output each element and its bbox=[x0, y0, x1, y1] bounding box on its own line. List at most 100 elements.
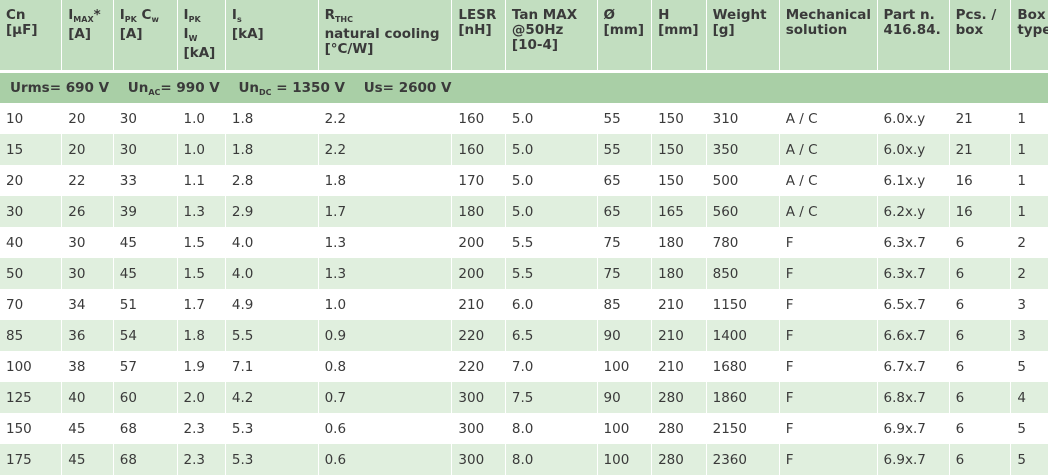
cell-imax: 20 bbox=[61, 103, 114, 134]
cell-mechanical-solution: F bbox=[779, 413, 878, 444]
cell-tan-max: 5.0 bbox=[505, 134, 598, 165]
cell-lesr: 210 bbox=[451, 289, 506, 320]
cell-mechanical-solution: F bbox=[779, 227, 878, 258]
cell-imax: 40 bbox=[61, 382, 114, 413]
cell-ipk-cw: 39 bbox=[113, 196, 178, 227]
cell-tan-max: 5.0 bbox=[505, 165, 598, 196]
col-header-lesr: LESR [nH] bbox=[451, 0, 506, 70]
table-row: 40 30 45 1.5 4.0 1.3 200 5.5 75 180 780 F 6.3x.7 6 2 bbox=[0, 227, 1048, 258]
cell-box-type: 5 bbox=[1010, 444, 1048, 475]
cell-tan-max: 5.5 bbox=[505, 258, 598, 289]
cell-diameter: 90 bbox=[597, 382, 653, 413]
cell-rthc: 1.8 bbox=[318, 165, 453, 196]
cell-cn: 150 bbox=[0, 413, 63, 444]
col-header-imax: IMAX* [A] bbox=[61, 0, 114, 70]
cell-weight: 1150 bbox=[706, 289, 780, 320]
cell-diameter: 100 bbox=[597, 413, 653, 444]
cell-rthc: 1.3 bbox=[318, 227, 453, 258]
cell-imax: 38 bbox=[61, 351, 114, 382]
cell-part-number: 6.3x.7 bbox=[877, 227, 950, 258]
table-row: 15 20 30 1.0 1.8 2.2 160 5.0 55 150 350 A / C 6.0x.y… bbox=[0, 134, 1048, 165]
cell-ipk-cw: 45 bbox=[113, 258, 178, 289]
col-header-box-type: Box type bbox=[1010, 0, 1048, 70]
col-header-weight: Weight [g] bbox=[706, 0, 780, 70]
cell-is: 4.2 bbox=[225, 382, 319, 413]
table-row: 50 30 45 1.5 4.0 1.3 200 5.5 75 180 850 F 6.3x.7 6 2 bbox=[0, 258, 1048, 289]
cell-ipk-cw: 30 bbox=[113, 134, 178, 165]
cell-ipk-cw: 57 bbox=[113, 351, 178, 382]
urms-value: Urms= 690 V bbox=[10, 79, 110, 96]
cell-tan-max: 8.0 bbox=[505, 444, 598, 475]
cell-weight: 1860 bbox=[706, 382, 780, 413]
cell-height: 150 bbox=[651, 165, 707, 196]
cell-part-number: 6.7x.7 bbox=[877, 351, 950, 382]
cell-tan-max: 6.0 bbox=[505, 289, 598, 320]
cell-cn: 40 bbox=[0, 227, 63, 258]
cell-part-number: 6.1x.y bbox=[877, 165, 950, 196]
cell-cn: 85 bbox=[0, 320, 63, 351]
cell-cn: 30 bbox=[0, 196, 63, 227]
cell-cn: 50 bbox=[0, 258, 63, 289]
cell-diameter: 100 bbox=[597, 351, 653, 382]
cell-mechanical-solution: F bbox=[779, 444, 878, 475]
cell-imax: 20 bbox=[61, 134, 114, 165]
cell-imax: 36 bbox=[61, 320, 114, 351]
cell-pcs-box: 6 bbox=[949, 351, 1012, 382]
cell-height: 150 bbox=[651, 103, 707, 134]
cell-box-type: 5 bbox=[1010, 413, 1048, 444]
cell-cn: 100 bbox=[0, 351, 63, 382]
cell-imax: 22 bbox=[61, 165, 114, 196]
cell-diameter: 100 bbox=[597, 444, 653, 475]
cell-imax: 30 bbox=[61, 258, 114, 289]
cell-mechanical-solution: F bbox=[779, 382, 878, 413]
cell-lesr: 300 bbox=[451, 382, 506, 413]
cell-ipk-cw: 60 bbox=[113, 382, 178, 413]
col-header-height: H [mm] bbox=[651, 0, 707, 70]
cell-rthc: 1.3 bbox=[318, 258, 453, 289]
cell-weight: 850 bbox=[706, 258, 780, 289]
cell-box-type: 3 bbox=[1010, 320, 1048, 351]
cell-box-type: 1 bbox=[1010, 196, 1048, 227]
cell-cn: 175 bbox=[0, 444, 63, 475]
cell-tan-max: 8.0 bbox=[505, 413, 598, 444]
cell-is: 1.8 bbox=[225, 134, 319, 165]
cell-pcs-box: 6 bbox=[949, 444, 1012, 475]
cell-lesr: 300 bbox=[451, 444, 506, 475]
table-row: 30 26 39 1.3 2.9 1.7 180 5.0 65 165 560 A / C 6.2x.y… bbox=[0, 196, 1048, 227]
cell-height: 180 bbox=[651, 258, 707, 289]
table-row: 150 45 68 2.3 5.3 0.6 300 8.0 100 280 2150 F 6.9x.7 6… bbox=[0, 413, 1048, 444]
cell-part-number: 6.8x.7 bbox=[877, 382, 950, 413]
cell-part-number: 6.9x.7 bbox=[877, 413, 950, 444]
cell-tan-max: 5.0 bbox=[505, 103, 598, 134]
table-row: 20 22 33 1.1 2.8 1.8 170 5.0 65 150 500 A / C 6.1x.y… bbox=[0, 165, 1048, 196]
cell-pcs-box: 21 bbox=[949, 134, 1012, 165]
cell-weight: 780 bbox=[706, 227, 780, 258]
cell-is: 5.5 bbox=[225, 320, 319, 351]
cell-diameter: 65 bbox=[597, 165, 653, 196]
cell-mechanical-solution: F bbox=[779, 258, 878, 289]
cell-height: 210 bbox=[651, 351, 707, 382]
cell-lesr: 180 bbox=[451, 196, 506, 227]
cell-part-number: 6.5x.7 bbox=[877, 289, 950, 320]
cell-height: 150 bbox=[651, 134, 707, 165]
cell-ipk-cw: 54 bbox=[113, 320, 178, 351]
cell-ipk-iw: 1.0 bbox=[177, 103, 226, 134]
cell-ipk-iw: 1.5 bbox=[177, 258, 226, 289]
cell-pcs-box: 6 bbox=[949, 227, 1012, 258]
undc-value: UnDC = 1350 V bbox=[238, 79, 345, 97]
cell-cn: 20 bbox=[0, 165, 63, 196]
cell-rthc: 0.6 bbox=[318, 444, 453, 475]
cell-imax: 26 bbox=[61, 196, 114, 227]
cell-height: 280 bbox=[651, 382, 707, 413]
cell-part-number: 6.6x.7 bbox=[877, 320, 950, 351]
cell-diameter: 75 bbox=[597, 258, 653, 289]
cell-rthc: 1.0 bbox=[318, 289, 453, 320]
cell-weight: 2150 bbox=[706, 413, 780, 444]
cell-pcs-box: 16 bbox=[949, 165, 1012, 196]
cell-imax: 34 bbox=[61, 289, 114, 320]
cell-box-type: 5 bbox=[1010, 351, 1048, 382]
cell-cn: 10 bbox=[0, 103, 63, 134]
cell-is: 5.3 bbox=[225, 413, 319, 444]
